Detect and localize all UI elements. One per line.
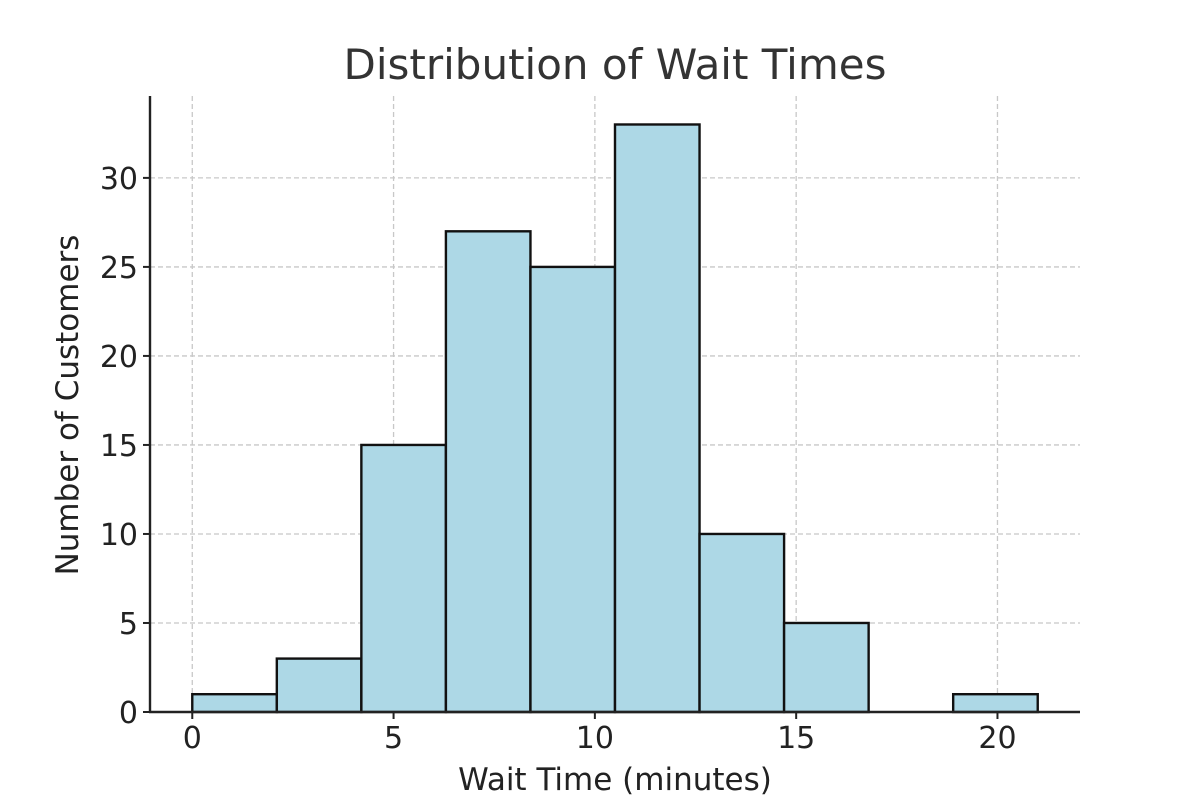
x-tick-label: 20 <box>978 721 1016 756</box>
y-tick-label: 25 <box>100 251 138 286</box>
x-tick-label: 15 <box>777 721 815 756</box>
histogram-bar <box>951 692 1039 714</box>
histogram-bar <box>529 265 617 714</box>
y-axis-label: Number of Customers <box>50 235 86 576</box>
histogram-bar <box>698 532 786 714</box>
bars-layer <box>191 123 1039 714</box>
y-tick-label: 30 <box>100 162 138 197</box>
histogram-bar <box>275 657 363 714</box>
y-tick-label: 5 <box>119 607 138 642</box>
x-tick-label: 10 <box>576 721 614 756</box>
histogram-bar <box>613 123 701 714</box>
x-axis-label: Wait Time (minutes) <box>458 762 772 798</box>
y-tick-label: 20 <box>100 340 138 375</box>
chart-title: Distribution of Wait Times <box>344 40 887 89</box>
axes-layer <box>148 96 1080 714</box>
histogram-bar <box>191 692 279 714</box>
x-tick-label: 0 <box>183 721 202 756</box>
histogram-bar <box>360 443 448 714</box>
y-tick-label: 0 <box>119 696 138 731</box>
histogram-bar <box>444 230 532 714</box>
histogram-bar <box>782 621 870 714</box>
ticks-layer: 0 5 10 15 20 0 5 10 15 20 25 30 <box>100 162 1017 756</box>
y-tick-label: 10 <box>100 518 138 553</box>
y-tick-label: 15 <box>100 429 138 464</box>
x-tick-label: 5 <box>384 721 403 756</box>
